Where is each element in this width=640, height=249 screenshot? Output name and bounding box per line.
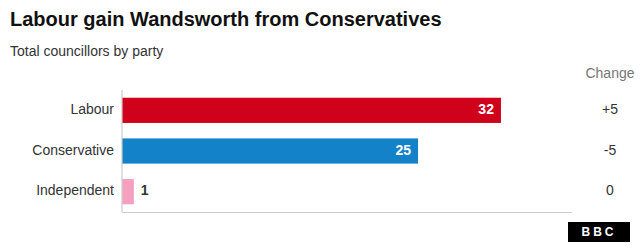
x-axis-line xyxy=(122,212,572,213)
change-value: 0 xyxy=(606,182,614,198)
labels: Labour 32 +5 Conservative 25 -5 Independent 1 0 C… xyxy=(32,65,634,198)
title: Labour gain Wandsworth from Conservative… xyxy=(10,8,442,30)
chart: Labour gain Wandsworth from Conservative… xyxy=(0,0,640,249)
data-label: 25 xyxy=(395,142,411,158)
logo-box xyxy=(568,222,630,242)
bar xyxy=(122,138,418,163)
bars xyxy=(122,98,501,205)
y-axis-line xyxy=(121,90,122,212)
change-value: -5 xyxy=(604,142,617,158)
bar xyxy=(122,98,501,123)
logo-text: BBC xyxy=(582,225,617,239)
logo: BBC xyxy=(568,222,630,242)
category-label: Independent xyxy=(36,182,114,198)
data-label: 1 xyxy=(141,182,149,198)
change-value: +5 xyxy=(602,101,618,117)
change-header: Change xyxy=(585,65,634,81)
data-label: 32 xyxy=(478,101,494,117)
category-label: Conservative xyxy=(32,142,114,158)
bar xyxy=(122,179,134,204)
category-label: Labour xyxy=(70,101,114,117)
subtitle: Total councillors by party xyxy=(10,43,163,59)
